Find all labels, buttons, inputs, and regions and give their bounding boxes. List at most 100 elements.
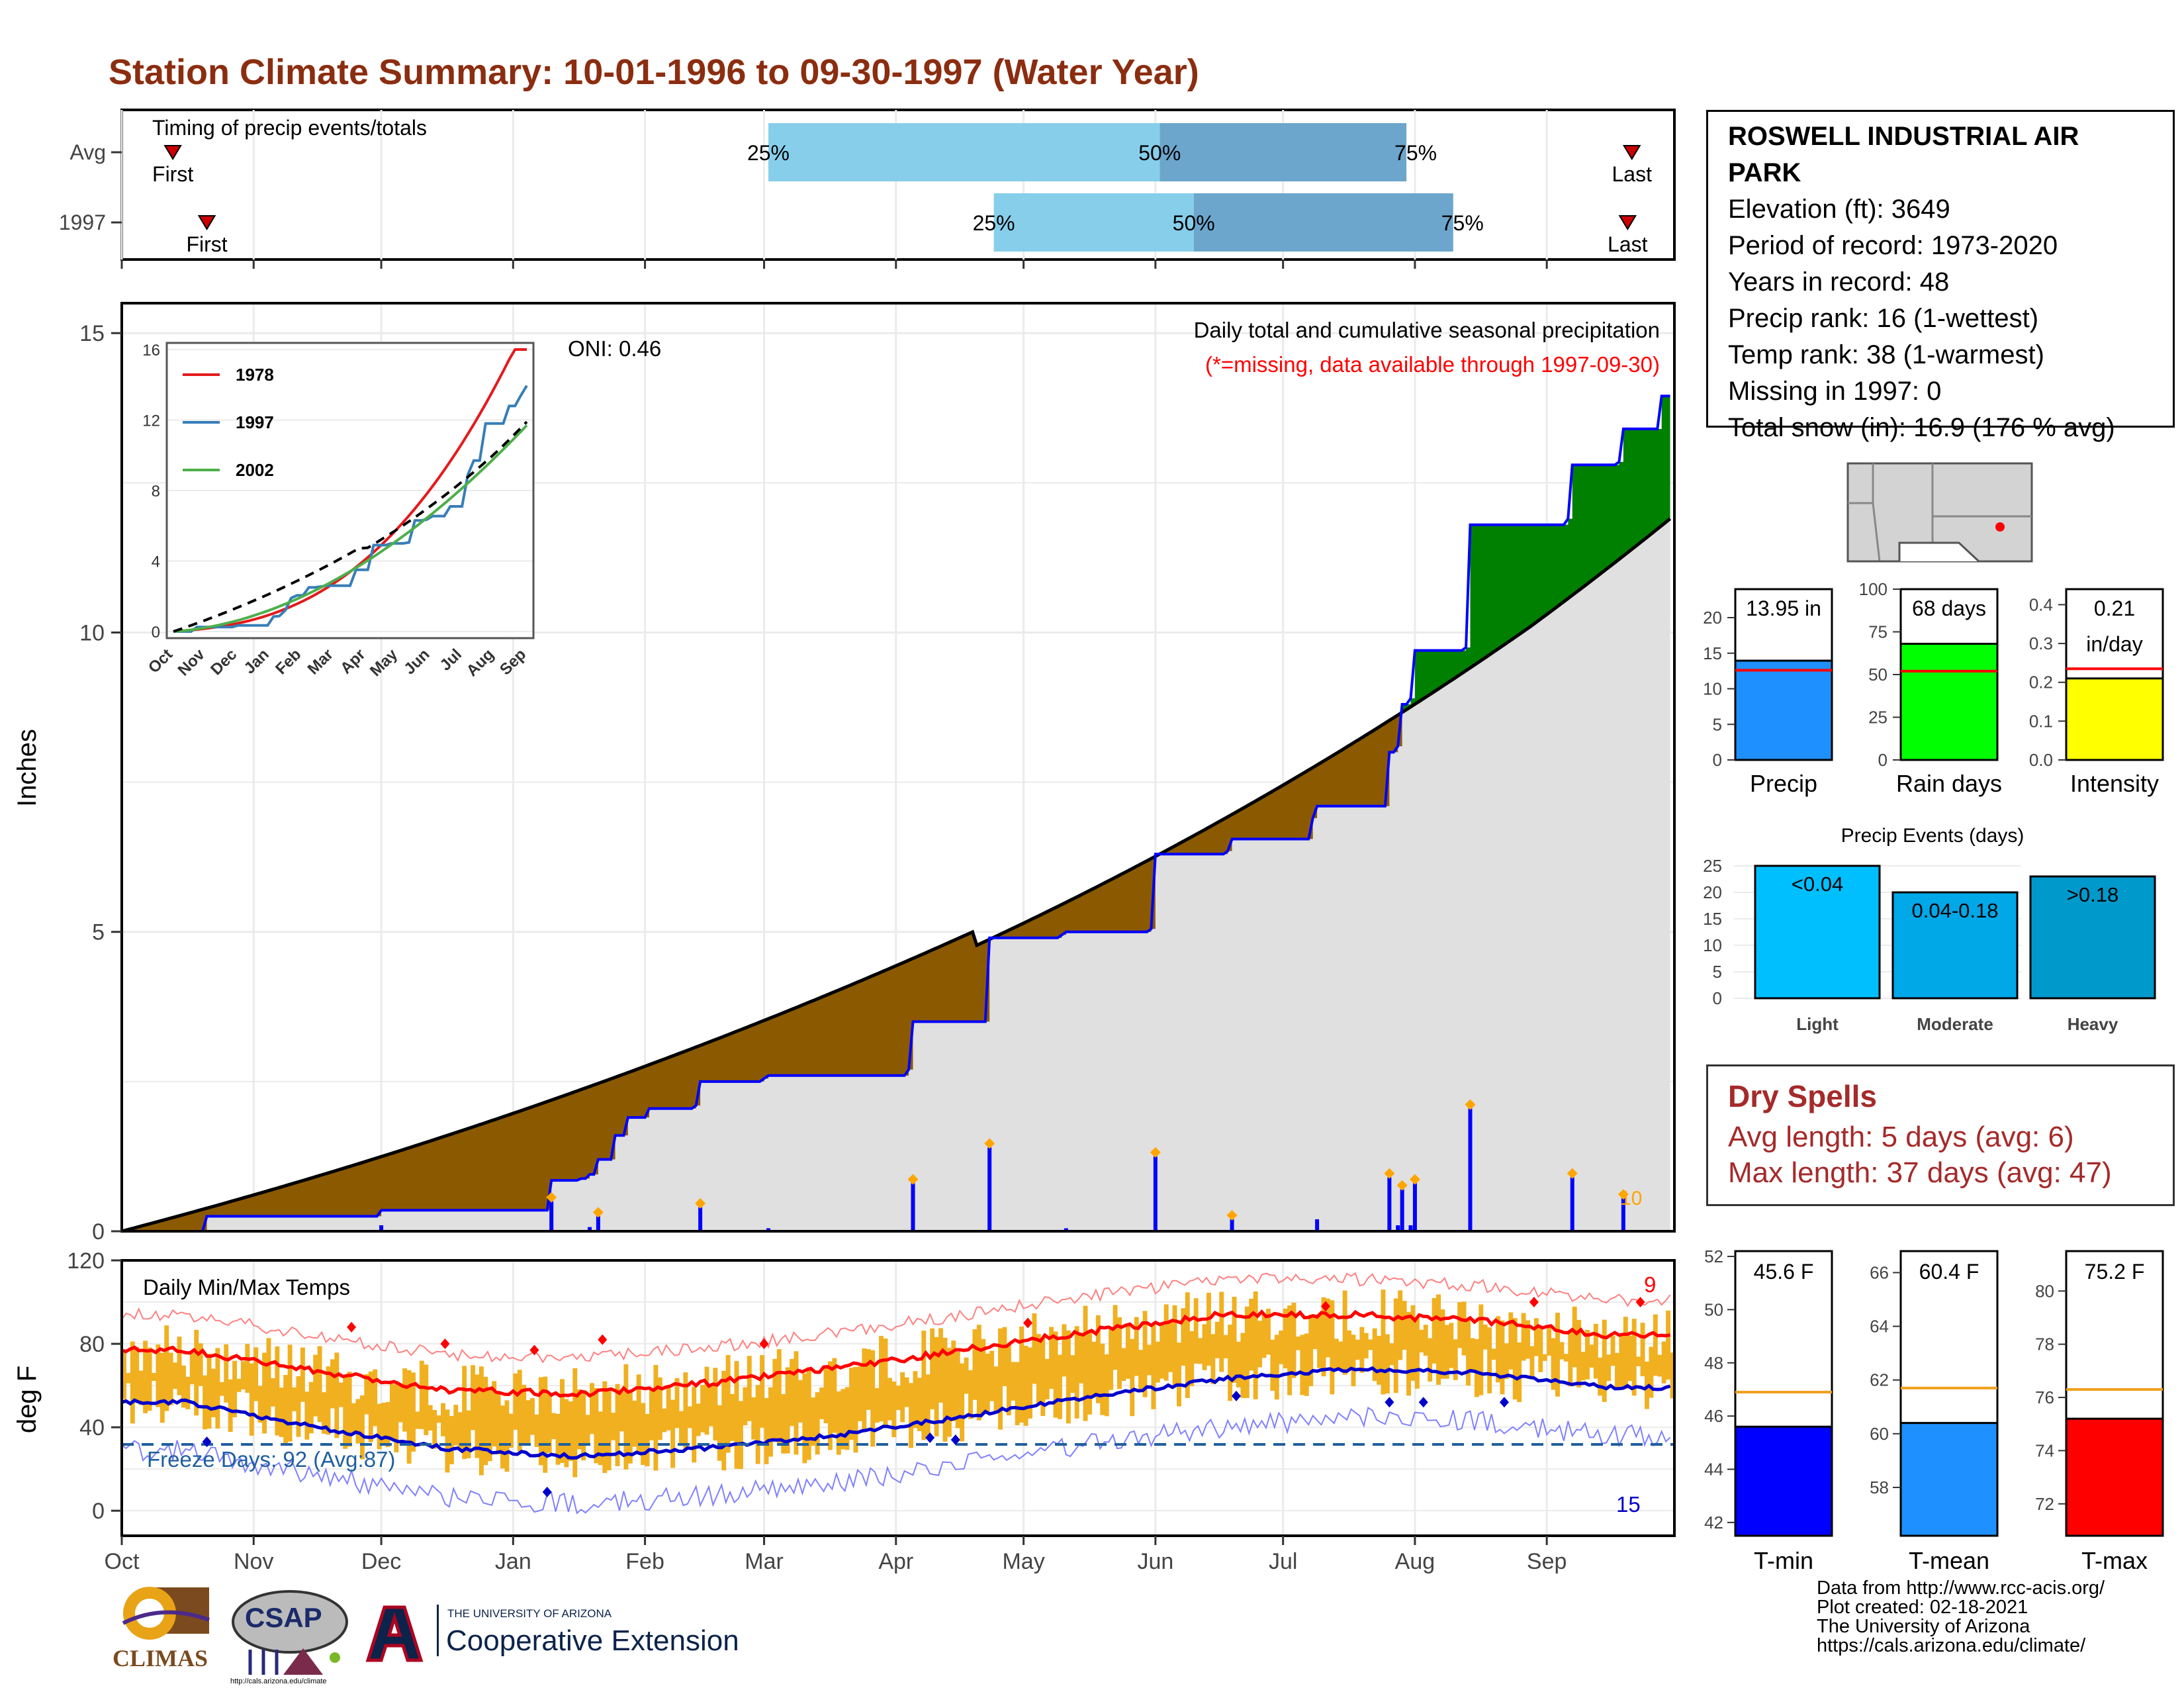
tmax-ytick-label: 78 (2035, 1335, 2054, 1354)
daily-temp-bar (1508, 1312, 1514, 1370)
csap-logo[interactable]: CSAP http://cals.arizona.edu/climate (230, 1589, 349, 1687)
daily-temp-bar (1198, 1338, 1203, 1364)
tmin-label: T-min (1754, 1547, 1813, 1574)
intensity-value: 0.21 (2094, 596, 2135, 620)
daily-temp-bar (857, 1366, 862, 1421)
daily-temp-bar (815, 1392, 820, 1455)
daily-temp-bar (138, 1370, 144, 1405)
daily-temp-bar (1504, 1343, 1509, 1380)
daily-temp-bar (781, 1394, 786, 1454)
daily-temp-bar (866, 1349, 871, 1410)
intensity-ytick-label: 0.3 (2029, 634, 2053, 653)
temp-ytick-label: 120 (67, 1248, 105, 1274)
daily-temp-bar (849, 1368, 854, 1440)
daily-temp-bar (1172, 1305, 1177, 1387)
daily-temp-bar (466, 1410, 471, 1458)
daily-temp-bar (1653, 1314, 1658, 1376)
daily-temp-bar (177, 1337, 182, 1395)
daily-temp-bar (636, 1374, 641, 1453)
month-label: Aug (1395, 1549, 1435, 1574)
climas-logo[interactable]: CLIMAS (110, 1583, 216, 1676)
daily-temp-bar (1482, 1325, 1488, 1350)
daily-temp-bar (1079, 1333, 1084, 1384)
daily-temp-bar (232, 1360, 238, 1418)
daily-temp-bar (338, 1382, 343, 1407)
daily-temp-bar (419, 1360, 424, 1429)
daily-temp-bar (385, 1402, 390, 1448)
daily-temp-bar (1181, 1308, 1186, 1366)
tmean-bar (1899, 1422, 1999, 1537)
tmean-label: T-mean (1909, 1547, 1989, 1574)
daily-temp-bar (913, 1371, 918, 1429)
daily-temp-bar (406, 1370, 412, 1464)
daily-temp-bar (827, 1361, 833, 1450)
daily-temp-bar (836, 1391, 841, 1455)
daily-temp-bar (257, 1385, 263, 1423)
station-elevation: Elevation (ft): 3649 (1728, 195, 1950, 224)
oni-label: ONI: 0.46 (568, 336, 661, 361)
daily-temp-bar (823, 1365, 829, 1424)
daily-temp-bar (806, 1367, 811, 1460)
daily-temp-bar (249, 1363, 254, 1436)
cumulative-1997-line (122, 395, 1670, 1233)
daily-temp-bar (1053, 1331, 1058, 1418)
station-missing: Missing in 1997: 0 (1728, 377, 1942, 406)
timing-bar-50-75 (1193, 193, 1453, 252)
avg-min-line (121, 1366, 1671, 1460)
daily-temp-bar (1317, 1314, 1322, 1368)
timing-first-label: First (186, 232, 227, 256)
record-max-line (121, 1272, 1671, 1364)
daily-temp-bar (887, 1378, 892, 1421)
rain-days-ytick-label: 25 (1868, 708, 1888, 728)
daily-temp-bar (1555, 1313, 1560, 1397)
tmean-ytick-label: 58 (1870, 1478, 1889, 1497)
month-label: Oct (105, 1549, 140, 1574)
record-high-marker (1320, 1301, 1330, 1312)
daily-temp-bar (687, 1406, 692, 1429)
daily-temp-bar (347, 1372, 352, 1447)
daily-temp-bar (670, 1399, 676, 1468)
daily-temp-bar (1627, 1335, 1633, 1382)
daily-temp-bar (304, 1391, 310, 1440)
daily-temp-bar (1219, 1291, 1224, 1372)
daily-temp-bar (751, 1397, 756, 1440)
tmean-ytick-label: 64 (1870, 1317, 1889, 1337)
ua-logo[interactable]: THE UNIVERSITY OF ARIZONA Cooperative Ex… (361, 1601, 745, 1667)
inset-legend-label: 2002 (236, 460, 274, 480)
daily-temp-bar (330, 1359, 335, 1409)
record-low-marker (950, 1434, 960, 1446)
intensity-bar (2065, 677, 2164, 761)
daily-temp-bar (300, 1347, 305, 1402)
timing-row-label: 1997 (59, 211, 106, 234)
events-title: Precip Events (days) (1841, 825, 2025, 847)
daily-temp-bar (270, 1378, 275, 1407)
daily-temp-bar (1619, 1335, 1624, 1387)
daily-temp-bar (713, 1368, 718, 1441)
daily-temp-bar (547, 1394, 552, 1453)
daily-temp-bar (1295, 1337, 1300, 1350)
daily-temp-bar (1610, 1335, 1615, 1366)
daily-temp-bar (253, 1347, 259, 1401)
rain-days-ytick-label: 0 (1878, 750, 1888, 770)
timing-p75-label: 75% (1394, 141, 1437, 165)
daily-temp-bar (1491, 1348, 1496, 1360)
inset-ytick-label: 4 (152, 553, 160, 571)
last-marker-icon (1622, 145, 1641, 160)
daily-temp-bar (424, 1364, 429, 1435)
daily-temp-bar (326, 1366, 331, 1435)
daily-temp-bar (296, 1376, 301, 1437)
daily-temp-bar (934, 1337, 939, 1436)
record-high-marker (598, 1334, 608, 1345)
daily-temp-bar (1444, 1325, 1449, 1379)
daily-temp-bar (275, 1346, 280, 1436)
record-low-marker (925, 1432, 935, 1443)
daily-temp-bar (483, 1376, 488, 1466)
events-heavy-label: Heavy (2068, 1014, 2118, 1034)
daily-temp-bar (598, 1411, 603, 1466)
daily-temp-bar (334, 1352, 340, 1438)
daily-temp-bar (1308, 1315, 1314, 1387)
daily-precip-bar (1570, 1177, 1574, 1231)
month-label: Apr (878, 1549, 913, 1574)
daily-temp-bar (1457, 1302, 1463, 1348)
events-ytick-label: 10 (1703, 935, 1722, 955)
